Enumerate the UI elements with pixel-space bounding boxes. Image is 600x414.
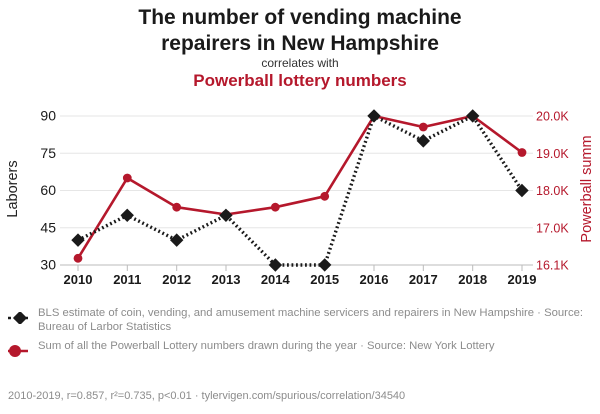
svg-text:2018: 2018 xyxy=(458,272,487,287)
svg-text:18.0K: 18.0K xyxy=(536,184,569,198)
svg-text:75: 75 xyxy=(40,145,56,161)
svg-text:20.0K: 20.0K xyxy=(536,110,569,124)
svg-text:2015: 2015 xyxy=(310,272,339,287)
svg-text:16.1K: 16.1K xyxy=(536,259,569,273)
svg-text:19.0K: 19.0K xyxy=(536,147,569,161)
svg-text:17.0K: 17.0K xyxy=(536,221,569,235)
svg-text:2012: 2012 xyxy=(162,272,191,287)
svg-text:2010: 2010 xyxy=(64,272,93,287)
svg-text:45: 45 xyxy=(40,219,56,235)
svg-text:2016: 2016 xyxy=(360,272,389,287)
svg-text:90: 90 xyxy=(40,108,56,124)
svg-text:30: 30 xyxy=(40,257,56,273)
svg-text:2011: 2011 xyxy=(113,272,141,287)
svg-text:2013: 2013 xyxy=(212,272,241,287)
svg-text:2014: 2014 xyxy=(261,272,291,287)
svg-text:2017: 2017 xyxy=(409,272,438,287)
svg-text:2019: 2019 xyxy=(508,272,537,287)
svg-text:60: 60 xyxy=(40,182,56,198)
